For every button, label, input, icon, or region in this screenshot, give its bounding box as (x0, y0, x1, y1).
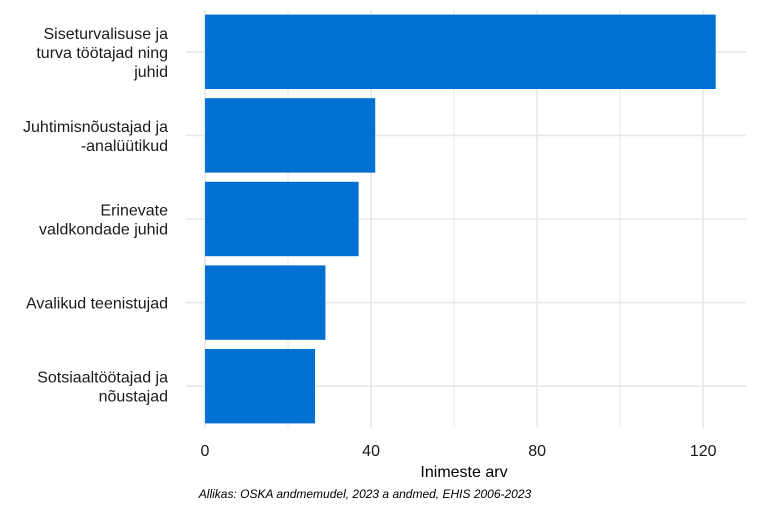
x-tick-label-2: 80 (528, 443, 546, 460)
x-tick-label-0: 0 (201, 443, 210, 460)
bar-1 (205, 98, 376, 173)
y-tick-label-2: Erinevate valdkondade juhid (39, 203, 168, 239)
x-tick-label-1: 40 (362, 443, 380, 460)
bar-2 (205, 181, 359, 257)
y-tick-label-4: Sotsiaaltöötajad ja nõustajad (37, 370, 168, 406)
bar-4 (205, 348, 316, 424)
y-tick-label-1: Juhtimisnõustajad ja -analüütikud (23, 119, 168, 155)
x-tick-label-3: 120 (690, 443, 717, 460)
y-tick-label-0: Siseturvalisuse ja turva töötajad ning juh… (36, 26, 168, 81)
bar-3 (205, 265, 326, 340)
x-axis-label: Inimeste arv (420, 464, 507, 481)
bar-chart: Siseturvalisuse ja turva töötajad ning juh… (23, 10, 746, 481)
source-caption: Allikas: OSKA andmemudel, 2023 a andmed,… (198, 487, 532, 501)
bar-0 (205, 14, 716, 90)
y-tick-label-3: Avalikud teenistujad (26, 296, 168, 313)
